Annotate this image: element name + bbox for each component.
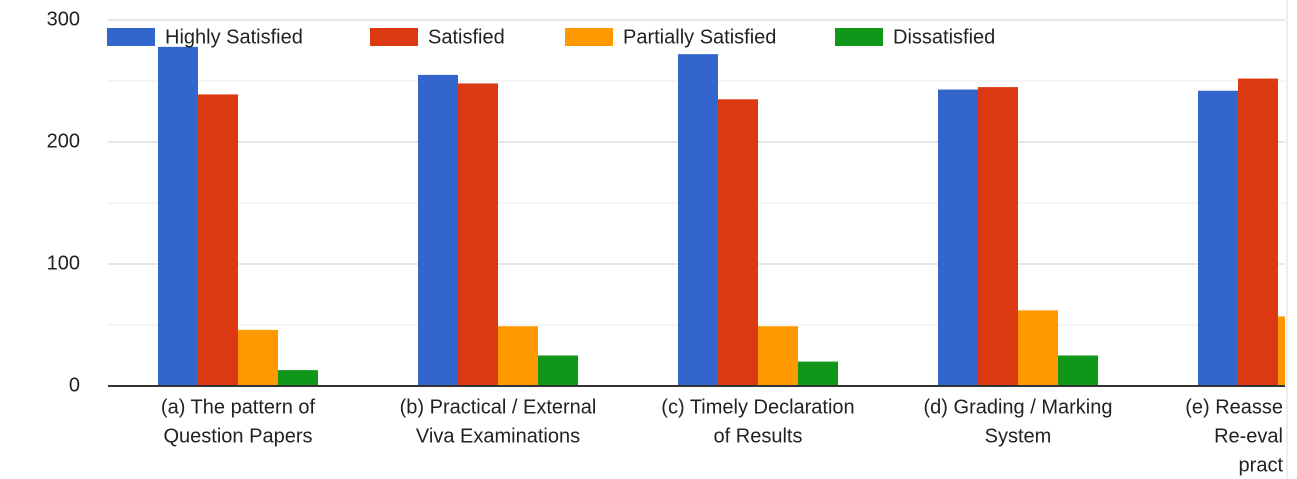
bar — [458, 83, 498, 386]
bar — [1018, 310, 1058, 386]
bar — [758, 326, 798, 386]
bar — [498, 326, 538, 386]
x-tick-label: (a) The pattern of — [161, 396, 316, 418]
bar — [798, 361, 838, 386]
legend-swatch — [835, 28, 883, 46]
y-tick-label: 300 — [47, 8, 80, 30]
bar — [718, 99, 758, 387]
x-tick-label: (c) Timely Declaration — [661, 396, 854, 418]
legend-swatch — [107, 28, 155, 46]
bar — [238, 329, 278, 386]
legend-label: Highly Satisfied — [165, 26, 303, 48]
bar — [198, 94, 238, 387]
bar — [418, 74, 458, 387]
x-tick-label: Viva Examinations — [416, 425, 580, 447]
bar — [1198, 90, 1238, 386]
x-tick-label: Question Papers — [164, 425, 313, 447]
legend-label: Satisfied — [428, 26, 505, 48]
x-tick-label: of Results — [714, 425, 803, 447]
bar — [538, 355, 578, 386]
bar — [1238, 78, 1278, 386]
legend-label: Partially Satisfied — [623, 26, 776, 48]
y-tick-label: 100 — [47, 252, 80, 274]
bar — [158, 46, 198, 387]
bar — [978, 87, 1018, 386]
x-tick-label: (b) Practical / External — [400, 396, 597, 418]
y-tick-label: 0 — [69, 374, 80, 396]
x-tick-label: System — [985, 425, 1052, 447]
bar — [278, 370, 318, 386]
bar — [1278, 316, 1285, 386]
legend-swatch — [565, 28, 613, 46]
x-tick-label: (e) Reasse — [1185, 396, 1283, 418]
y-tick-label: 200 — [47, 130, 80, 152]
x-tick-label: pract — [1239, 454, 1284, 476]
plot — [108, 19, 1285, 387]
legend-label: Dissatisfied — [893, 26, 995, 48]
legend-swatch — [370, 28, 418, 46]
x-tick-label: Re-eval — [1214, 425, 1283, 447]
bar — [678, 54, 718, 386]
bar — [1058, 355, 1098, 386]
x-tick-label: (d) Grading / Marking — [924, 396, 1113, 418]
bar — [938, 89, 978, 386]
